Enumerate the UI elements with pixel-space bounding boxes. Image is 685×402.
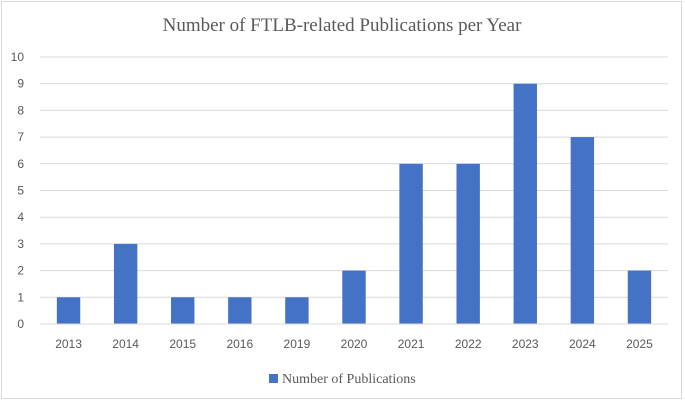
y-tick-label: 5 <box>17 184 24 198</box>
bar-2015 <box>171 297 195 324</box>
bar-2014 <box>113 243 138 324</box>
y-tick-label: 9 <box>17 77 24 91</box>
y-tick-label: 2 <box>17 264 24 278</box>
x-tick-label: 2019 <box>284 337 311 351</box>
bar-2019 <box>285 297 309 324</box>
x-tick-label: 2021 <box>398 337 425 351</box>
legend: Number of Publications <box>269 372 416 387</box>
x-tick-label: 2016 <box>226 337 253 351</box>
y-tick-label: 1 <box>17 290 24 304</box>
x-axis-ticks: 2013 2014 2015 2016 2019 2020 2021 2022 2023 2024… <box>55 337 653 351</box>
y-tick-label: 4 <box>17 210 24 224</box>
y-tick-label: 0 <box>17 317 24 331</box>
y-axis-ticks: 0 1 2 3 4 5 6 7 8 9 10 <box>11 50 25 331</box>
bar-2025 <box>627 270 652 324</box>
bars <box>56 83 652 324</box>
y-tick-label: 8 <box>17 103 24 117</box>
bar-2020 <box>342 270 366 324</box>
bar-2023 <box>513 83 537 324</box>
bar-2021 <box>399 163 423 324</box>
x-tick-label: 2023 <box>512 337 539 351</box>
bar-2013 <box>56 297 81 324</box>
chart-title: Number of FTLB-related Publications per … <box>163 15 522 36</box>
x-tick-label: 2022 <box>455 337 482 351</box>
gridlines <box>40 56 668 298</box>
x-tick-label: 2015 <box>169 337 196 351</box>
legend-swatch <box>269 374 278 383</box>
x-tick-label: 2014 <box>112 337 139 351</box>
y-tick-label: 10 <box>11 50 25 64</box>
y-tick-label: 3 <box>17 237 24 251</box>
bar-2022 <box>456 163 480 324</box>
bar-2016 <box>228 297 252 324</box>
y-tick-label: 6 <box>17 157 24 171</box>
x-tick-label: 2025 <box>626 337 653 351</box>
x-tick-label: 2013 <box>55 337 82 351</box>
bar-2024 <box>570 137 595 324</box>
x-tick-label: 2024 <box>569 337 596 351</box>
legend-label: Number of Publications <box>282 372 416 387</box>
x-tick-label: 2020 <box>341 337 368 351</box>
y-tick-label: 7 <box>17 130 24 144</box>
